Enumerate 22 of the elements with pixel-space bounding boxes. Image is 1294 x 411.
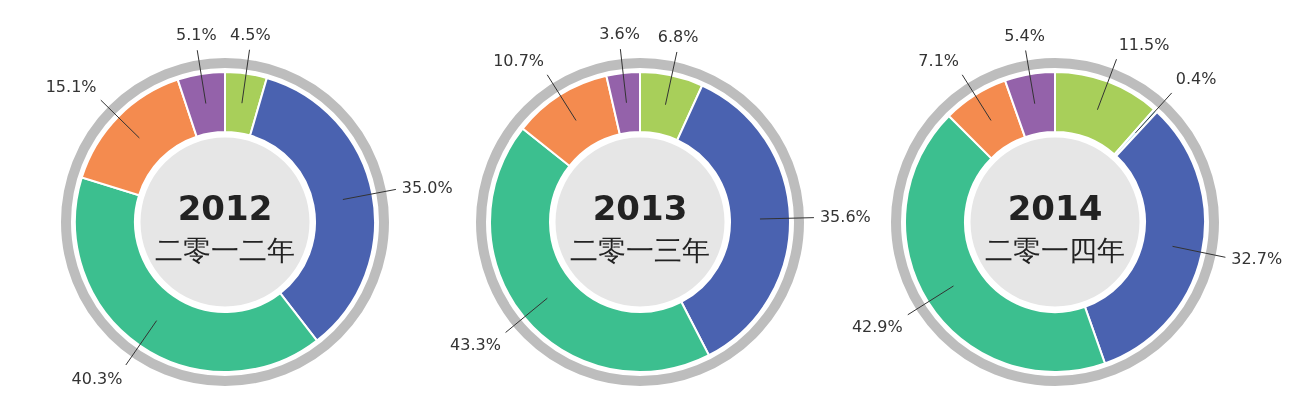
data-label: 0.4% — [1175, 69, 1217, 89]
data-label: 43.3% — [450, 335, 501, 355]
data-label: 5.4% — [1004, 25, 1045, 45]
text: 2013 — [592, 188, 688, 228]
data-label: 35.6% — [819, 207, 871, 227]
data-label: 35.0% — [401, 178, 453, 198]
data-label: 11.5% — [1118, 34, 1170, 54]
data-label: 3.6% — [599, 24, 641, 44]
data-label: 4.5% — [230, 24, 271, 44]
data-label: 6.8% — [657, 27, 699, 47]
data-label: 32.7% — [1231, 248, 1283, 268]
text: 二零一二年 — [155, 234, 295, 267]
data-label: 42.9% — [851, 316, 903, 336]
data-label: 10.7% — [493, 50, 545, 70]
data-label: 7.1% — [918, 50, 960, 70]
data-label: 5.1% — [175, 25, 217, 45]
data-label: 40.3% — [71, 368, 123, 388]
text: 2014 — [1007, 188, 1103, 228]
text: 二零一四年 — [985, 234, 1125, 267]
text: 二零一三年 — [570, 234, 710, 267]
data-label: 15.1% — [45, 76, 97, 96]
text: 2012 — [177, 188, 273, 228]
